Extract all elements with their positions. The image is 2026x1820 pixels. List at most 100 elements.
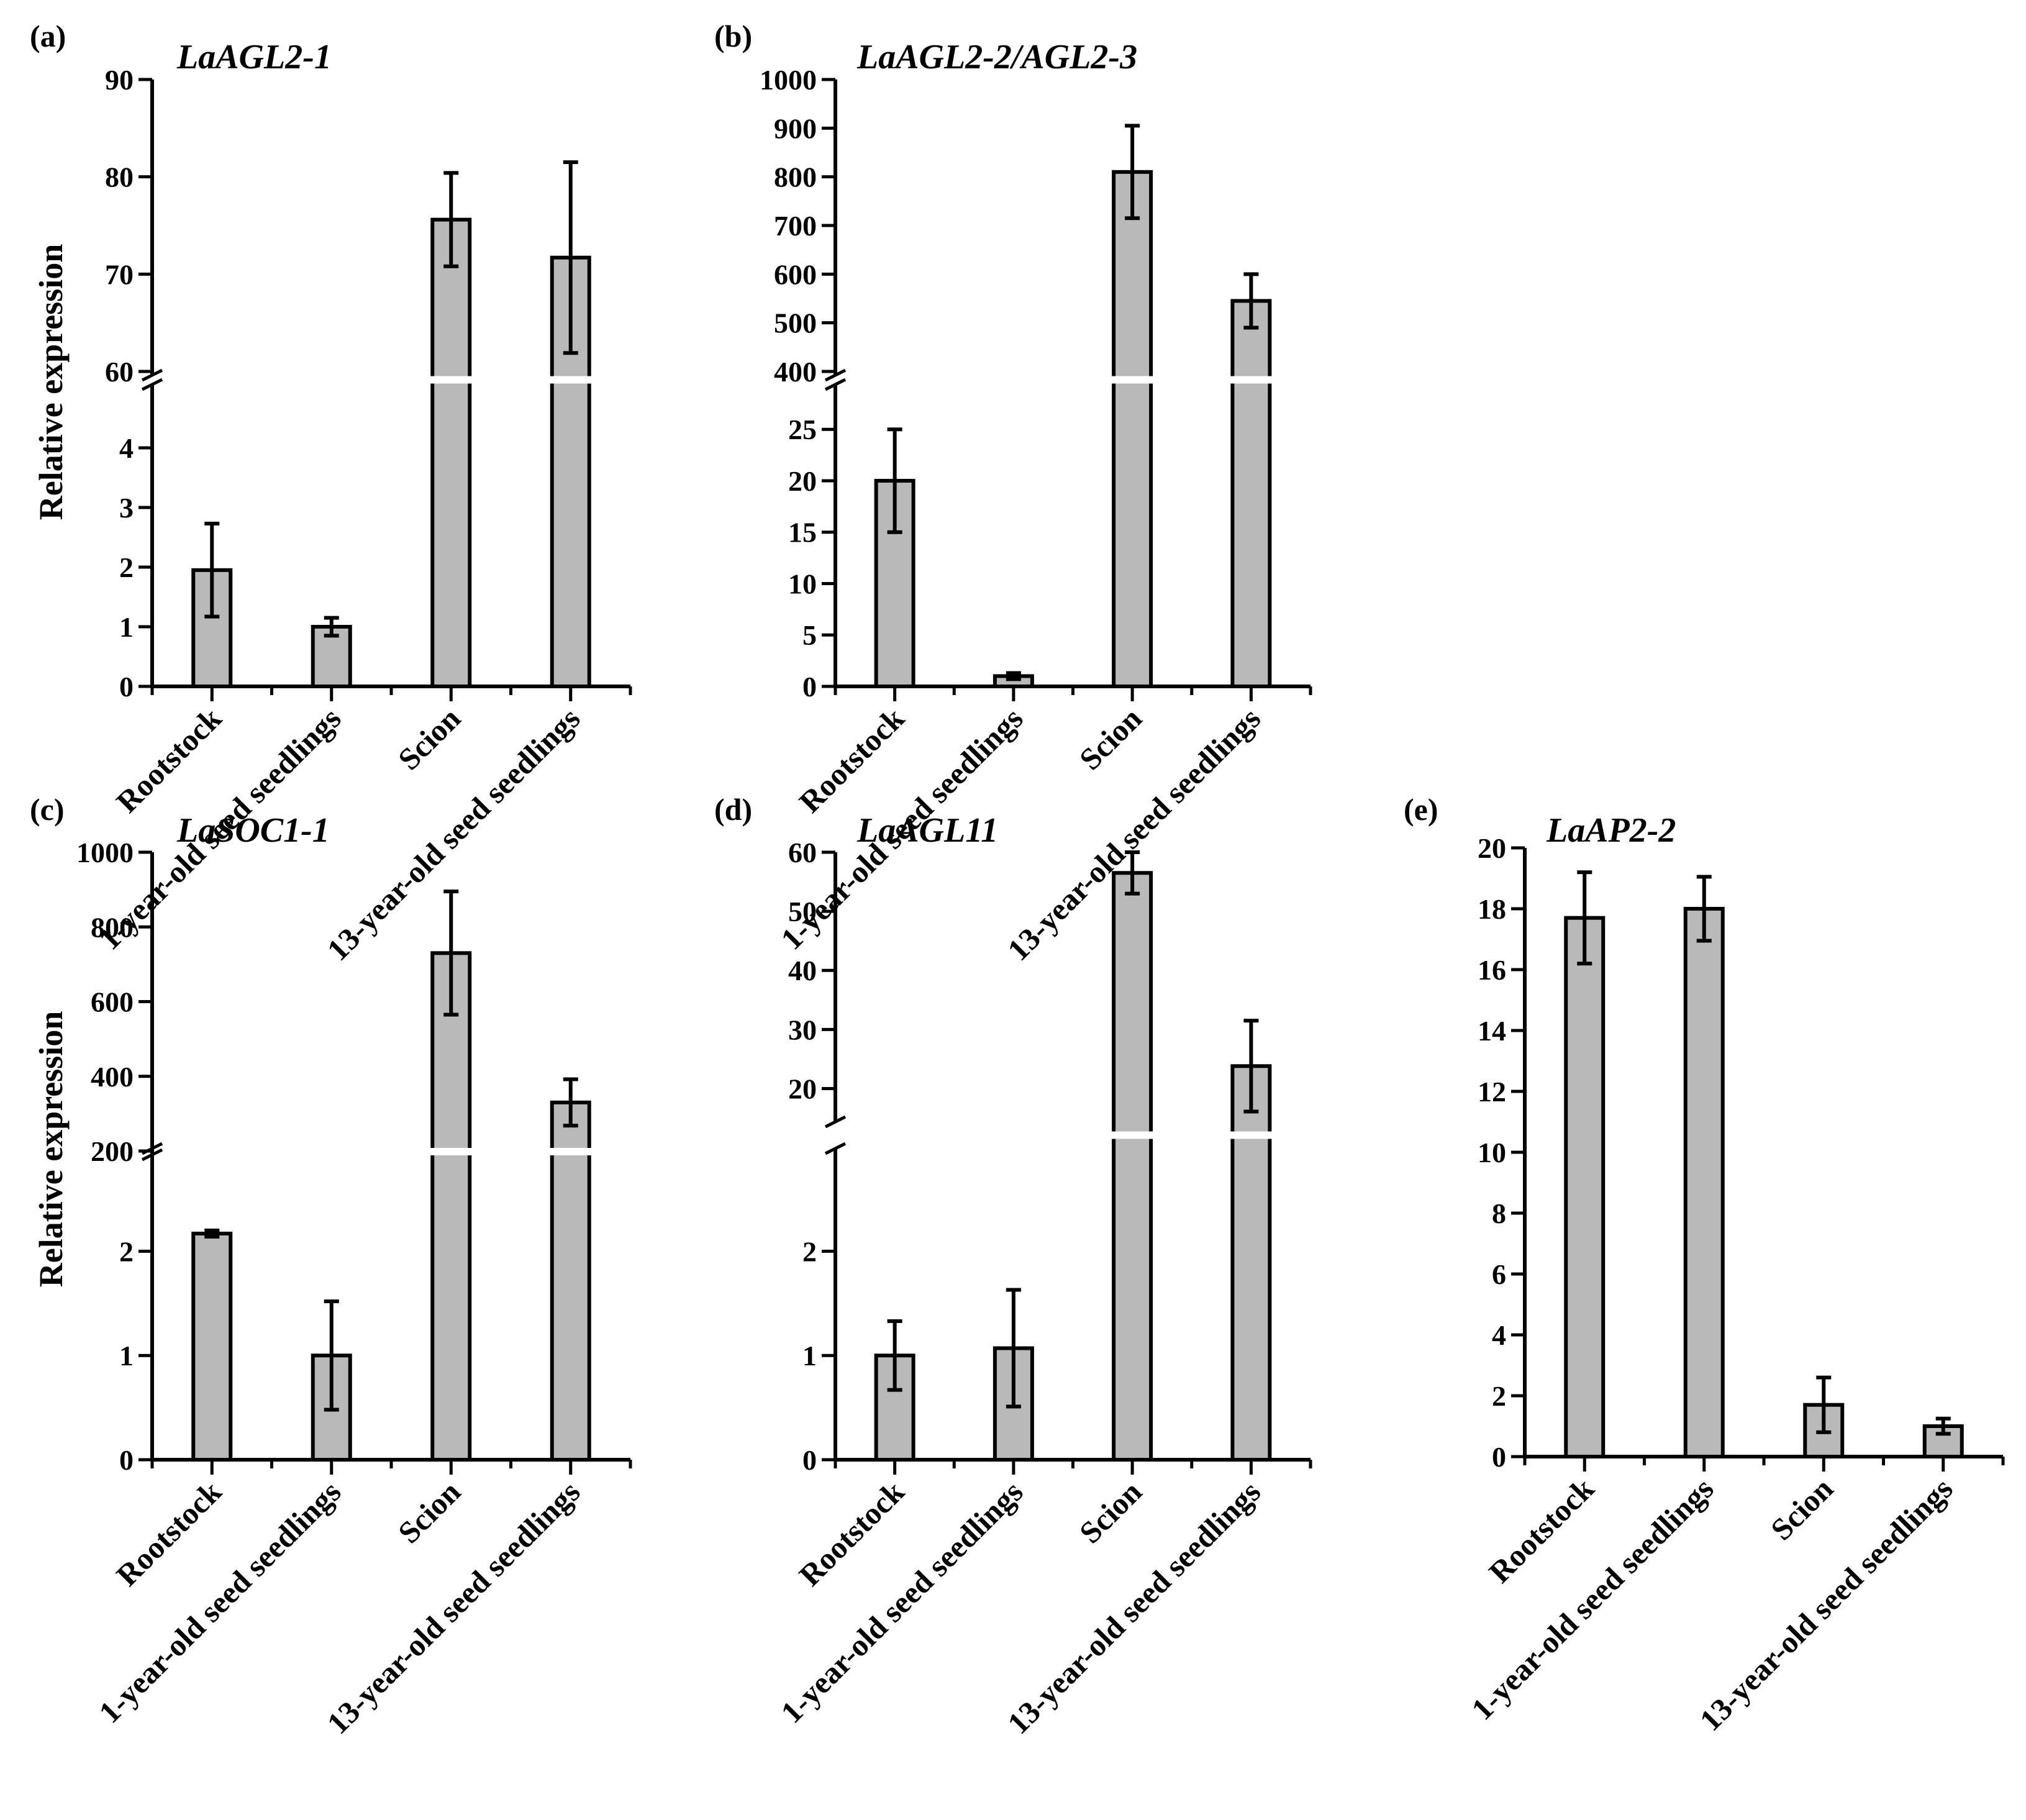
axis-break-mark (141, 378, 163, 391)
y-tick-label: 6 (1492, 1258, 1506, 1290)
chart-title: LaSOC1-1 (176, 811, 330, 850)
error-bar (1006, 671, 1021, 681)
category-label: Scion (1764, 1471, 1840, 1547)
y-tick-label: 900 (774, 112, 817, 144)
category-label: 13-year-old seed seedlings (1001, 1474, 1267, 1740)
y-tick-label: 4 (1492, 1319, 1506, 1351)
axis-break-mark (141, 368, 163, 382)
chart-title: LaAP2-2 (1546, 811, 1676, 850)
bar (550, 1100, 591, 1462)
y-tick-label: 15 (788, 517, 817, 548)
y-tick-label: 2 (1492, 1380, 1506, 1412)
error-bar (1125, 124, 1140, 221)
y-tick-label: 800 (774, 162, 817, 193)
y-tick-label: 50 (788, 896, 817, 927)
category-label: 13-year-old seed seedlings (320, 1474, 586, 1740)
y-tick-label: 0 (1492, 1441, 1506, 1473)
chart-title: LaAGL11 (856, 811, 998, 850)
y-tick-label: 1000 (76, 837, 134, 868)
y-tick-label: 18 (1478, 893, 1506, 925)
y-tick-label: 16 (1478, 954, 1506, 986)
error-bar (1696, 875, 1712, 943)
bar (430, 217, 472, 689)
bar (1683, 907, 1725, 1458)
chart-panel-2: (b) LaAGL2-2/AGL2-3 0 5 10 15 20 25 400 500 600 700… (714, 19, 1312, 967)
error-bar (1243, 272, 1259, 330)
y-tick-label: 70 (105, 258, 134, 290)
y-tick-label: 0 (802, 1444, 817, 1476)
y-tick-label: 4 (119, 432, 134, 464)
y-tick-label: 30 (788, 1014, 817, 1045)
error-bar (204, 521, 220, 619)
error-bar (324, 1299, 339, 1412)
chart-panel-5: (e) LaAP2-2 0 2 4 6 8 10 12 14 16 18 20 Rootstock1-ye… (1404, 792, 2005, 1737)
error-bar (443, 171, 459, 268)
panel-label: (c) (30, 792, 65, 827)
error-bar (1243, 1019, 1259, 1114)
y-tick-label: 14 (1478, 1015, 1506, 1047)
y-axis-label: Relative expression (32, 1011, 70, 1287)
category-label: Scion (1073, 1474, 1148, 1550)
bar (1230, 1064, 1272, 1462)
panel-label: (a) (30, 19, 66, 53)
y-tick-label: 600 (91, 986, 134, 1018)
bar (191, 1231, 233, 1462)
y-tick-label: 12 (1478, 1076, 1506, 1108)
category-label: Rootstock (793, 701, 911, 819)
y-tick-label: 2 (119, 552, 134, 583)
error-bar (563, 1077, 578, 1128)
y-tick-label: 400 (91, 1061, 134, 1093)
y-tick-label: 0 (802, 671, 817, 703)
y-axis-label: Relative expression (32, 244, 70, 520)
y-tick-label: 60 (788, 837, 817, 868)
category-label: Rootstock (1482, 1471, 1601, 1590)
error-bar (1816, 1375, 1832, 1434)
y-tick-label: 5 (802, 619, 817, 651)
y-tick-label: 10 (1478, 1137, 1506, 1168)
axis-break-mark (824, 368, 847, 382)
error-bar (324, 616, 339, 638)
y-tick-label: 600 (774, 258, 817, 290)
bar (1564, 916, 1606, 1458)
error-bar (1006, 1288, 1021, 1409)
y-tick-label: 1 (119, 1340, 134, 1372)
category-label: 1-year-old seed seedlings (92, 1474, 347, 1729)
y-tick-label: 2 (119, 1235, 134, 1267)
y-tick-label: 700 (774, 210, 817, 242)
y-tick-label: 60 (105, 356, 134, 388)
error-bar (204, 1228, 220, 1239)
category-label: 13-year-old seed seedlings (1692, 1471, 1959, 1737)
axis-break-mark (141, 1148, 163, 1162)
category-label: Scion (391, 1474, 467, 1550)
axis-break-mark (824, 378, 847, 391)
y-tick-label: 200 (91, 1135, 134, 1167)
bar (1230, 299, 1272, 688)
chart-title: LaAGL2-1 (176, 38, 332, 76)
category-label: Scion (391, 701, 467, 776)
y-tick-label: 0 (119, 1444, 134, 1476)
y-tick-label: 8 (1492, 1198, 1506, 1229)
axis-break-mark (824, 1115, 847, 1129)
y-tick-label: 80 (105, 162, 134, 193)
y-tick-label: 90 (105, 64, 134, 96)
y-tick-label: 800 (91, 911, 134, 943)
y-tick-label: 400 (774, 356, 817, 388)
y-tick-label: 1 (119, 611, 134, 643)
bar (1112, 871, 1153, 1462)
y-tick-label: 2 (802, 1235, 817, 1267)
chart-panel-1: (a) LaAGL2-1 Relative expression 0 1 2 3 4 60 70 8… (30, 19, 632, 967)
y-tick-label: 20 (1478, 832, 1506, 864)
y-tick-label: 10 (788, 568, 817, 599)
y-tick-label: 20 (788, 1073, 817, 1104)
error-bar (1577, 870, 1592, 966)
category-label: Rootstock (109, 1474, 228, 1593)
category-label: Rootstock (793, 1474, 911, 1593)
y-tick-label: 500 (774, 307, 817, 339)
y-tick-label: 40 (788, 955, 817, 986)
category-label: 1-year-old seed seedlings (1465, 1471, 1720, 1726)
axis-break-mark (824, 1142, 847, 1155)
category-label: 13-year-old seed seedlings (320, 701, 586, 967)
y-tick-label: 25 (788, 414, 817, 445)
category-label: Scion (1073, 701, 1148, 776)
